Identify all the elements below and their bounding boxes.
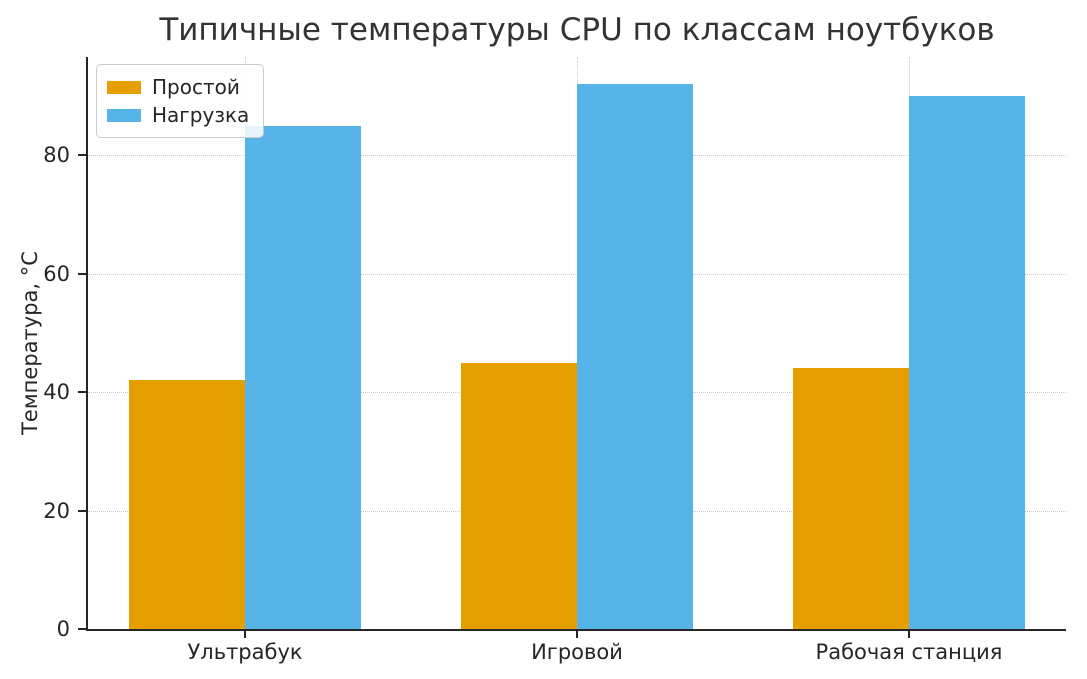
bar-1-2 bbox=[908, 96, 1026, 629]
y-axis-spine bbox=[86, 57, 88, 631]
y-tick-label: 40 bbox=[43, 380, 70, 405]
y-tick-mark bbox=[78, 391, 86, 394]
bar-0-0 bbox=[128, 380, 246, 629]
bar-1-1 bbox=[577, 84, 694, 629]
y-tick-label: 80 bbox=[43, 143, 70, 168]
y-tick-mark bbox=[78, 154, 86, 157]
bar-1-0 bbox=[245, 125, 362, 629]
bar-0-2 bbox=[792, 368, 909, 629]
legend-label-idle: Простой bbox=[152, 75, 240, 99]
y-tick-mark bbox=[78, 272, 86, 275]
y-tick-label: 20 bbox=[43, 498, 70, 523]
y-tick-label: 60 bbox=[43, 261, 70, 286]
legend-swatch-idle bbox=[107, 80, 141, 94]
x-tick-mark bbox=[244, 631, 247, 638]
legend-swatch-load bbox=[107, 108, 141, 122]
y-tick-label: 0 bbox=[56, 617, 70, 641]
legend: Простой Нагрузка bbox=[96, 64, 265, 138]
bar-0-1 bbox=[460, 362, 577, 629]
x-tick-mark bbox=[576, 631, 578, 638]
y-tick-mark bbox=[78, 509, 86, 512]
x-axis-spine bbox=[86, 629, 1066, 631]
x-tick-label: Игровой bbox=[531, 640, 623, 664]
plot-area: Простой Нагрузка 0 20 40 60 80 Ультрабук Игров… bbox=[43, 57, 1066, 663]
x-tick-label: Ультрабук bbox=[187, 640, 303, 664]
x-tick-mark bbox=[907, 631, 910, 638]
legend-item-load: Нагрузка bbox=[107, 101, 249, 129]
legend-label-load: Нагрузка bbox=[152, 103, 250, 127]
x-tick-label: Рабочая станция bbox=[815, 640, 1003, 664]
y-tick-mark bbox=[78, 628, 86, 630]
legend-item-idle: Простой bbox=[107, 73, 249, 101]
chart-title: Типичные температуры CPU по классам ноут… bbox=[159, 12, 995, 48]
